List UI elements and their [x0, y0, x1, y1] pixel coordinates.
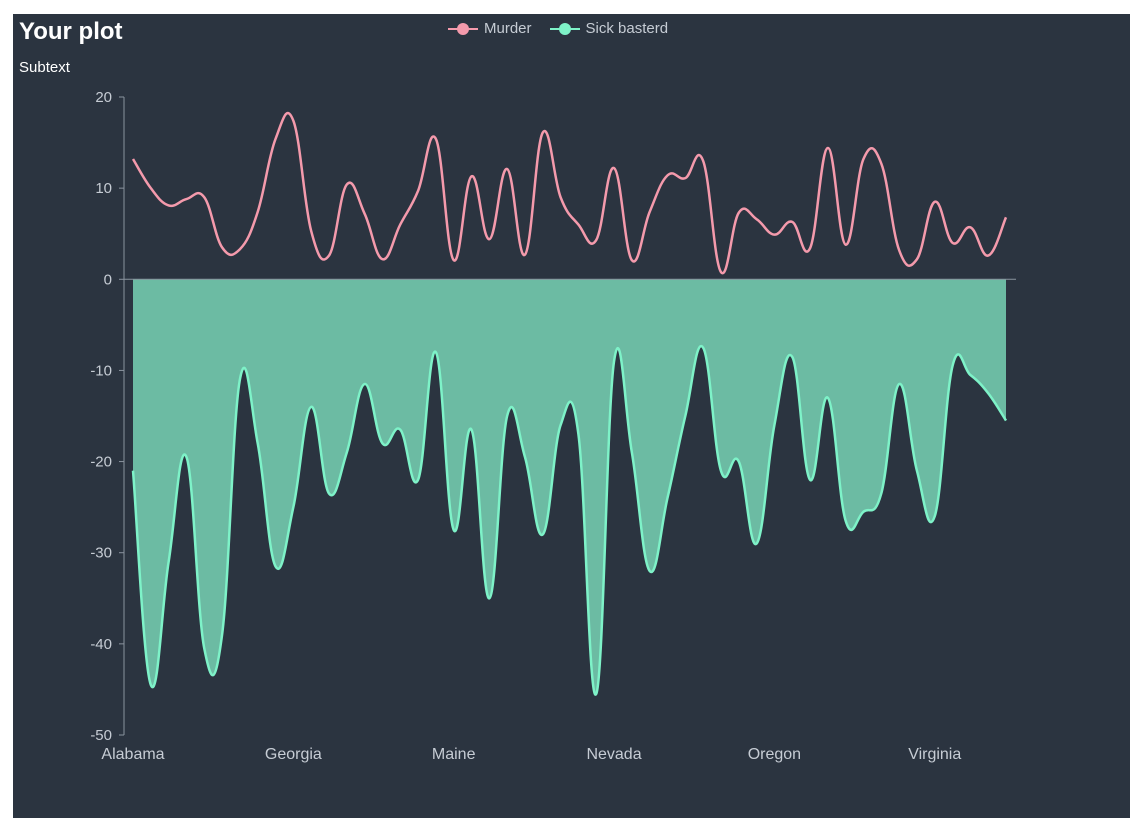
y-tick-label: -20 — [90, 454, 112, 471]
series-line-1 — [131, 344, 1008, 696]
x-tick-label: Maine — [432, 746, 476, 763]
legend-swatch — [549, 22, 580, 35]
y-tick-label: 10 — [95, 180, 112, 197]
x-tick-label: Oregon — [748, 746, 801, 763]
legend-item-0[interactable]: Murder — [448, 20, 532, 37]
x-tick-label: Virginia — [908, 746, 961, 763]
chart-panel: 20 10 0 -10 -20 -30 -40 -50 Alabama Georgia Maine N… — [13, 14, 1130, 818]
y-tick-label: 20 — [95, 89, 112, 106]
legend-label: Sick basterd — [585, 20, 669, 37]
chart-subtitle: Subtext — [19, 59, 70, 76]
legend-item-1[interactable]: Sick basterd — [549, 20, 669, 37]
y-tick-label: -30 — [90, 545, 112, 562]
y-tick-label: -10 — [90, 362, 112, 379]
legend-label: Murder — [484, 20, 532, 37]
y-tick-label: -40 — [90, 636, 112, 653]
x-tick-label: Alabama — [101, 746, 164, 763]
y-tick-label: 0 — [104, 271, 112, 288]
legend-swatch — [448, 22, 478, 35]
series-line-0 — [131, 111, 1008, 275]
y-tick-label: -50 — [90, 727, 112, 744]
series-area-1 — [133, 279, 1006, 695]
x-tick-label: Nevada — [586, 746, 641, 763]
chart-legend: Murder Sick basterd — [448, 20, 668, 37]
x-tick-label: Georgia — [265, 746, 322, 763]
chart-title: Your plot — [19, 18, 123, 45]
chart-plot: 20 10 0 -10 -20 -30 -40 -50 Alabama Georgia Maine N… — [90, 89, 1016, 763]
